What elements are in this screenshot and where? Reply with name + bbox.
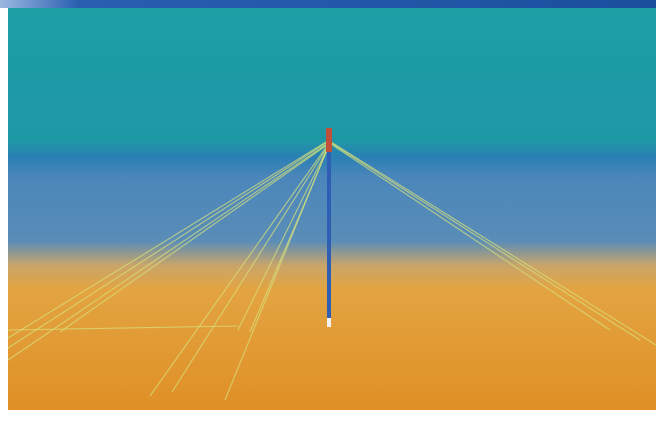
mooring-line [59, 144, 328, 333]
mooring-line [171, 145, 329, 393]
spar-hull [327, 150, 331, 322]
mooring-lines [7, 141, 656, 401]
mooring-line [249, 147, 329, 333]
background [8, 8, 656, 410]
mooring-line [330, 142, 641, 341]
mooring-line [330, 141, 656, 346]
seabed-line [7, 325, 239, 331]
mooring-line [7, 143, 328, 361]
spar-top [326, 128, 332, 152]
mooring-line [149, 145, 328, 397]
mooring-line [330, 143, 611, 331]
mooring-line [7, 141, 327, 339]
mooring-line [237, 146, 329, 331]
mooring-line [7, 142, 327, 349]
top-bar [0, 0, 656, 8]
spar-keel [327, 318, 331, 327]
